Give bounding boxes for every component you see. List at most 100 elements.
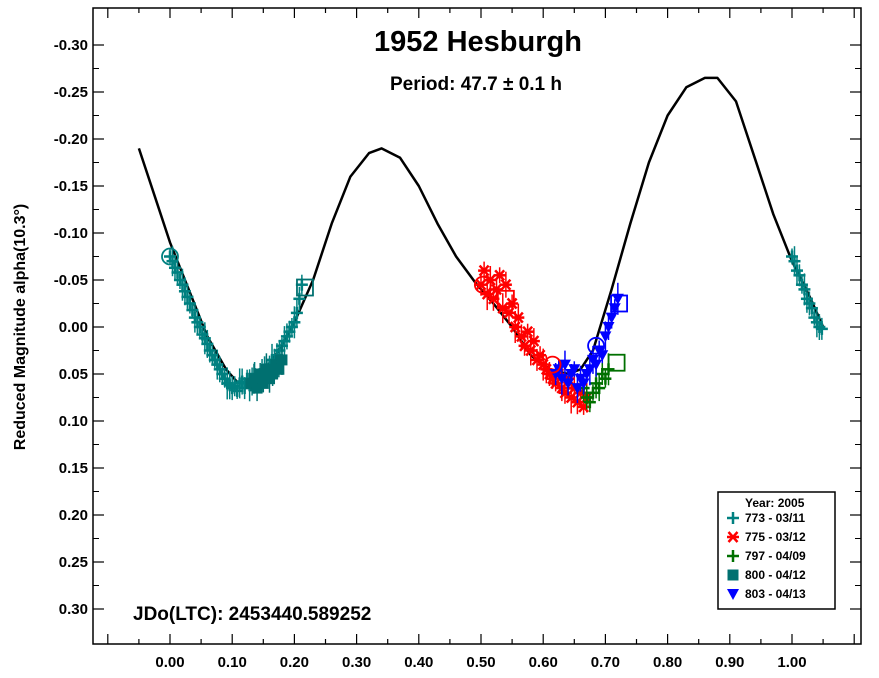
session-markers-layer [161,247,628,374]
data-point [568,361,581,378]
data-points-layer [164,246,828,415]
session-start-circle [473,275,492,294]
x-tick-label: 0.80 [653,654,682,671]
ast-d2 [516,330,527,343]
data-point [611,282,624,315]
data-point [583,392,596,413]
ast-d2 [478,264,490,277]
ast-d2 [512,311,524,324]
data-point [493,267,506,284]
ast-d2 [497,302,509,315]
y-tick-label: 0.25 [59,554,88,571]
legend-title: Year: 2005 [745,496,805,510]
y-tick-label: 0.15 [59,460,88,477]
data-point [805,298,818,319]
data-point [798,273,811,306]
y-tick-label: 0.00 [59,319,88,336]
chart-title: 1952 Hesburgh [374,26,582,58]
legend-entry-label: 775 - 03/12 [745,530,806,544]
data-point [815,317,828,340]
y-tick-label: -0.10 [54,225,88,242]
session-start-circle [587,336,605,355]
y-tick-label: 0.05 [59,366,88,383]
y-tick-label: -0.05 [54,272,88,289]
data-point [521,323,534,340]
x-tick-label: 0.90 [715,654,744,671]
legend-entry-label: 800 - 04/12 [745,568,806,582]
y-tick-label: -0.20 [54,131,88,148]
ast-d2 [522,325,534,338]
legend-entry-label: 773 - 03/11 [745,511,805,525]
session-start-circle [161,247,179,266]
data-point [813,314,826,340]
jdo-annotation: JDo(LTC): 2453440.589252 [133,604,371,625]
data-point [512,303,525,332]
data-point [276,344,288,375]
session-end-square [496,289,515,308]
session-end-square [610,294,628,313]
triangle-mark [590,359,603,371]
data-point [527,328,540,355]
ast-d2 [500,278,512,291]
x-tick-label: 0.00 [155,654,184,671]
square-mark [727,569,739,581]
data-point [599,369,612,388]
data-point [518,335,531,356]
data-point [499,271,512,298]
data-point [201,329,214,358]
data-point [181,284,194,309]
triangle-mark [611,293,624,305]
x-tick-label: 0.30 [342,654,371,671]
data-point [198,322,211,355]
data-point [586,384,599,401]
triangle-mark [727,589,739,600]
chart-subtitle: Period: 47.7 ± 0.1 h [390,74,562,95]
y-axis-label: Reduced Magnitude alpha(10.3°) [12,204,29,450]
data-point [186,302,199,319]
x-tick-label: 0.40 [404,654,433,671]
plot-frame [92,7,862,645]
data-point [558,350,571,379]
y-tick-label: -0.30 [54,37,88,54]
legend: Year: 2005 773 - 03/11 775 - 03/12 797 - 0… [717,491,836,610]
series-3 [245,344,288,402]
y-tick-label: 0.30 [59,601,88,618]
y-axis: -0.30 -0.25 -0.20 -0.15 -0.10 -0.05 0.00 0.05 0.… [54,37,861,618]
legend-marker [727,550,739,562]
x-tick-label: 0.50 [466,654,495,671]
legend-entry-label: 797 - 04/09 [745,549,806,563]
data-point [490,279,503,300]
data-point [178,277,191,306]
data-point [176,268,189,301]
legend-marker [727,589,739,600]
square-mark [276,354,288,366]
x-tick-label: 1.00 [777,654,806,671]
ast-d2 [528,335,540,347]
ast-d2 [519,339,530,352]
x-tick-label: 0.10 [218,654,247,671]
ast-d2 [491,283,502,296]
y-tick-label: 0.20 [59,507,88,524]
legend-marker [727,512,739,524]
session-end-square [607,353,626,372]
y-tick-label: -0.25 [54,84,88,101]
ast-d2 [727,531,739,543]
x-tick-label: 0.70 [591,654,620,671]
data-point [496,293,509,324]
legend-entry-label: 803 - 04/13 [745,587,806,601]
data-point [231,382,244,399]
x-axis: 0.00 0.10 0.20 0.30 0.40 0.50 0.60 0.70 0.80 0.90… [107,8,855,671]
ast-d2 [475,278,487,291]
y-tick-label: 0.10 [59,413,88,430]
legend-marker [727,569,739,581]
data-point [593,375,606,402]
x-tick-label: 0.20 [280,654,309,671]
data-point [288,306,301,339]
ast-d2 [494,269,506,282]
session-end-square [296,278,314,297]
session-start-circle [543,355,562,374]
legend-marker [727,531,739,543]
triangle-mark [558,359,571,371]
data-point [590,352,603,377]
